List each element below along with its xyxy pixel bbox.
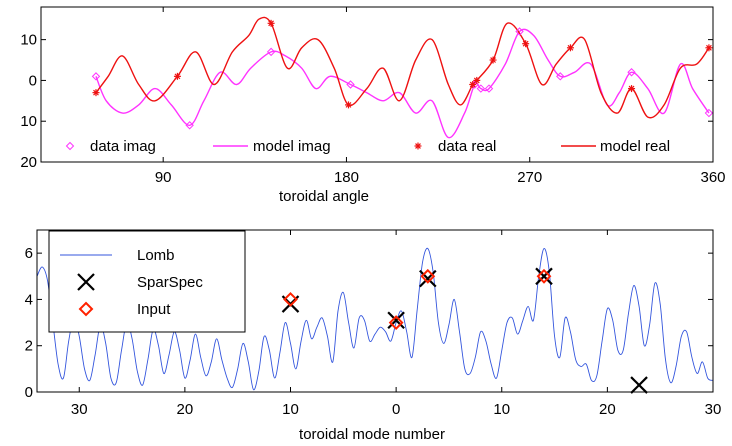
- point-data-real-2: [267, 19, 275, 27]
- legend-label-model-imag: model imag: [253, 138, 331, 155]
- y-tick-label: 2: [25, 338, 33, 355]
- x-tick-label: 90: [155, 169, 172, 186]
- legend-diamond-data-imag: [65, 141, 75, 151]
- legend-asterisk-data-real: [414, 142, 422, 150]
- x-tick-label: 10: [282, 401, 299, 418]
- legend-x-sparspec: [77, 273, 95, 291]
- point-input-3: [536, 268, 552, 284]
- legend-entry-model-real: model real: [561, 138, 670, 155]
- bottom-legend-box: [48, 230, 246, 333]
- legend-label-model-real: model real: [600, 138, 670, 155]
- point-data-imag-10: [704, 108, 714, 118]
- x-tick-label: 360: [700, 169, 725, 186]
- y-tick-label: 10: [20, 113, 37, 130]
- point-data-imag-3: [346, 80, 355, 89]
- legend-marker-data-real: [414, 142, 422, 150]
- point-sparspec-1: [387, 311, 405, 330]
- top-ticks: 90 180 270 360 10 0 10 20: [20, 7, 726, 186]
- legend-entry-model-imag: model imag: [213, 138, 331, 155]
- y-tick-label: 20: [20, 154, 37, 171]
- point-data-real-0: [92, 89, 100, 97]
- point-sparspec-4: [630, 376, 648, 394]
- point-data-imag-8: [556, 72, 565, 81]
- x-tick-label: 30: [705, 401, 722, 418]
- y-tick-label: 4: [25, 291, 33, 308]
- x-tick-label: 20: [177, 401, 194, 418]
- legend-label-lomb: Lomb: [137, 247, 175, 264]
- point-data-imag-2: [266, 47, 276, 57]
- point-data-imag-6: [484, 84, 494, 93]
- top-chart: 90 180 270 360 10 0 10 20 data imag model imag …: [20, 6, 726, 205]
- point-data-real-9: [628, 85, 636, 93]
- top-legend: data imag model imag data real model rea…: [65, 138, 670, 155]
- legend-entry-lomb: Lomb: [60, 247, 175, 264]
- bottom-plot-frame: [36, 229, 714, 393]
- x-tick-label: 270: [517, 169, 542, 186]
- point-sparspec-2: [419, 269, 437, 288]
- point-input-2: [420, 268, 436, 284]
- legend-marker-data-imag: [65, 141, 75, 151]
- point-input-1: [388, 315, 404, 330]
- x-tick-label: 180: [334, 169, 359, 186]
- x-tick-label: 30: [71, 401, 88, 418]
- series-model-real-line: [95, 16, 710, 119]
- point-data-real-6: [489, 56, 497, 64]
- point-data-imag-9: [627, 68, 636, 77]
- x-tick-label: 20: [599, 401, 616, 418]
- point-data-real-10: [705, 44, 713, 52]
- point-data-imag-7: [515, 27, 524, 36]
- point-sparspec-3: [535, 267, 553, 286]
- legend-entry-data-imag: data imag: [65, 138, 156, 155]
- point-data-real-3: [344, 101, 352, 109]
- point-data-imag-0: [91, 72, 101, 81]
- series-lomb-line: [37, 247, 713, 391]
- x-tick-label: 0: [392, 401, 400, 418]
- bottom-x-axis-label: toroidal mode number: [299, 426, 445, 443]
- legend-label-input: Input: [137, 301, 171, 318]
- top-plot-frame: [40, 6, 714, 163]
- legend-diamond-input: [78, 301, 94, 317]
- y-tick-label: 0: [25, 384, 33, 401]
- y-tick-label: 6: [25, 245, 33, 262]
- bottom-chart: 30 20 10 0 10 20 30 0 2 4 6 Lomb SparSpec Input to…: [25, 229, 722, 443]
- x-tick-label: 10: [493, 401, 510, 418]
- legend-marker-input: [78, 301, 94, 317]
- point-data-real-5: [473, 76, 481, 84]
- legend-entry-input: Input: [78, 301, 171, 318]
- point-input-0: [283, 292, 298, 307]
- legend-label-sparspec: SparSpec: [137, 274, 203, 291]
- bottom-plot-lines: [37, 247, 713, 394]
- y-tick-label: 10: [20, 32, 37, 49]
- point-data-real-1: [173, 72, 181, 80]
- legend-label-data-imag: data imag: [90, 138, 156, 155]
- point-data-real-7: [522, 40, 530, 48]
- point-data-real-8: [566, 44, 574, 52]
- legend-entry-data-real: data real: [414, 138, 496, 155]
- bottom-ticks: 30 20 10 0 10 20 30 0 2 4 6: [25, 230, 722, 418]
- series-model-imag-line: [95, 28, 710, 139]
- top-x-axis-label: toroidal angle: [279, 188, 369, 205]
- legend-entry-sparspec: SparSpec: [77, 273, 203, 291]
- top-plot-lines: [91, 16, 714, 139]
- bottom-legend: Lomb SparSpec Input: [48, 230, 246, 333]
- point-data-imag-5: [476, 84, 486, 93]
- legend-marker-sparspec: [77, 273, 95, 291]
- y-tick-label: 0: [29, 72, 37, 89]
- legend-label-data-real: data real: [438, 138, 496, 155]
- point-data-imag-1: [185, 121, 194, 130]
